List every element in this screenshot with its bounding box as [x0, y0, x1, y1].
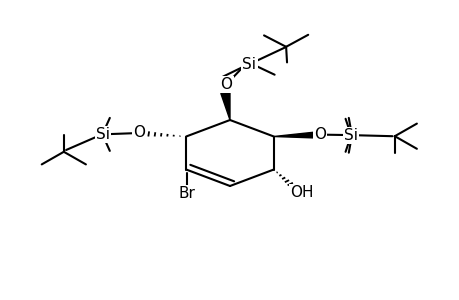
Text: Si: Si	[96, 127, 110, 142]
Text: O: O	[220, 77, 232, 92]
Text: O: O	[133, 125, 145, 140]
Text: Br: Br	[178, 186, 195, 201]
Polygon shape	[273, 132, 316, 138]
Text: OH: OH	[290, 185, 313, 200]
Text: Si: Si	[242, 57, 256, 72]
Text: Si: Si	[343, 128, 357, 143]
Polygon shape	[220, 93, 230, 120]
Text: O: O	[313, 127, 325, 142]
